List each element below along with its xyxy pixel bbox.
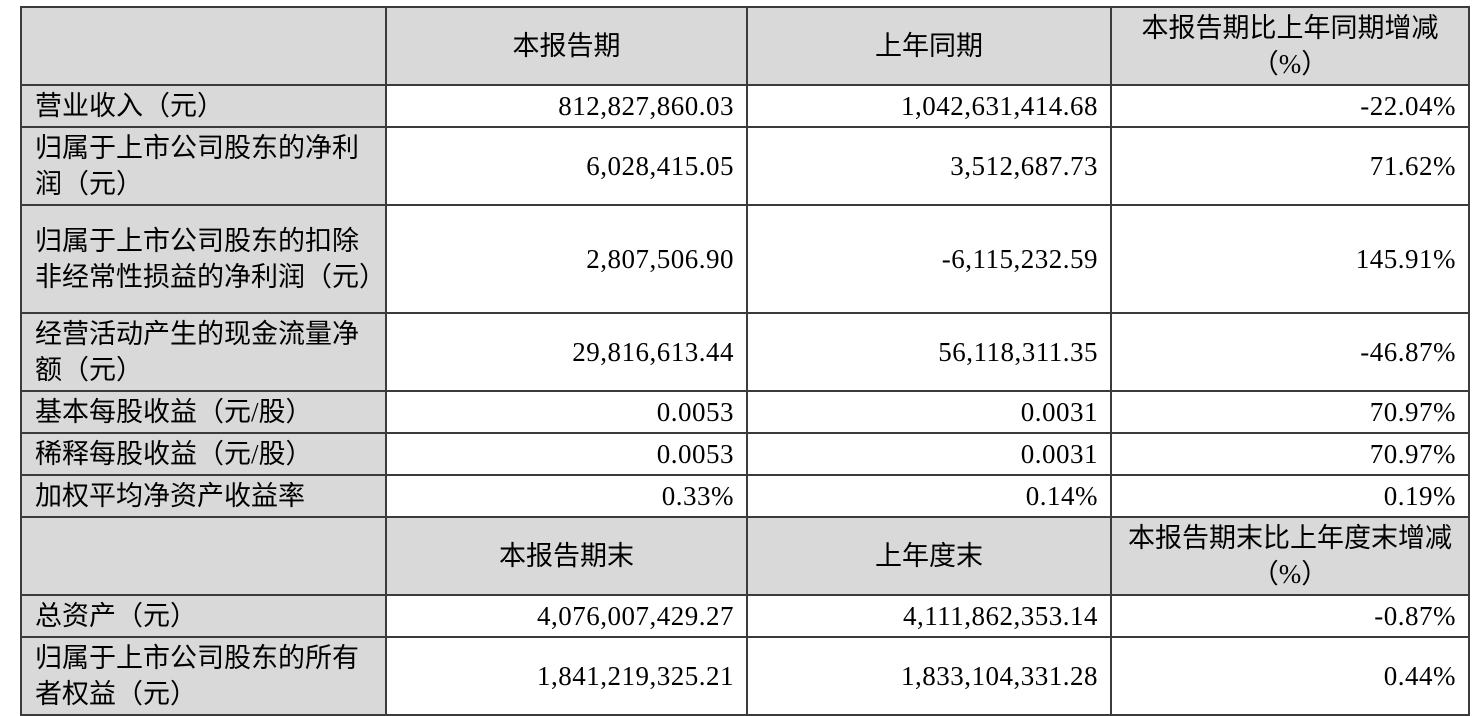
table-row-operating-cash-flow: 经营活动产生的现金流量净额（元） 29,816,613.44 56,118,31… [20, 312, 1470, 392]
value-prior-period: 0.0031 [746, 432, 1112, 476]
value-prior-period: 0.14% [746, 474, 1112, 518]
value-current-period: 29,816,613.44 [385, 312, 748, 392]
header-change-percent-line1: 本报告期比上年同期增减 [1141, 13, 1439, 43]
header-change-percent-end-line2: （%） [1251, 559, 1329, 589]
value-current-period: 0.0053 [385, 432, 748, 476]
value-current-period: 1,841,219,325.21 [385, 636, 748, 716]
header-prior-year-end: 上年度末 [746, 516, 1112, 596]
table-row-operating-revenue: 营业收入（元） 812,827,860.03 1,042,631,414.68 … [20, 84, 1470, 128]
value-current-period: 2,807,506.90 [385, 204, 748, 314]
value-current-period: 812,827,860.03 [385, 84, 748, 128]
table-row-basic-eps: 基本每股收益（元/股） 0.0053 0.0031 70.97% [20, 390, 1470, 434]
value-prior-period: 1,042,631,414.68 [746, 84, 1112, 128]
table-row-shareholders-equity: 归属于上市公司股东的所有者权益（元） 1,841,219,325.21 1,83… [20, 636, 1470, 716]
header-change-percent-line2: （%） [1251, 49, 1329, 79]
header-blank [20, 6, 387, 86]
header-change-percent: 本报告期比上年同期增减 （%） [1110, 6, 1470, 86]
value-prior-period: 3,512,687.73 [746, 126, 1112, 206]
value-change-percent: 70.97% [1110, 432, 1470, 476]
key-financials-table: 本报告期 上年同期 本报告期比上年同期增减 （%） 营业收入（元） 812,82… [20, 6, 1470, 716]
value-change-percent: 0.19% [1110, 474, 1470, 518]
value-prior-period: 0.0031 [746, 390, 1112, 434]
row-label: 加权平均净资产收益率 [20, 474, 387, 518]
header-current-period-end: 本报告期末 [385, 516, 748, 596]
value-prior-period: 56,118,311.35 [746, 312, 1112, 392]
table-header-row-period-end: 本报告期末 上年度末 本报告期末比上年度末增减 （%） [20, 516, 1470, 596]
value-change-percent: -46.87% [1110, 312, 1470, 392]
row-label: 总资产（元） [20, 594, 387, 638]
header-prior-period: 上年同期 [746, 6, 1112, 86]
value-current-period: 0.33% [385, 474, 748, 518]
header-current-period: 本报告期 [385, 6, 748, 86]
table-row-diluted-eps: 稀释每股收益（元/股） 0.0053 0.0031 70.97% [20, 432, 1470, 476]
value-current-period: 0.0053 [385, 390, 748, 434]
table-row-weighted-avg-roe: 加权平均净资产收益率 0.33% 0.14% 0.19% [20, 474, 1470, 518]
row-label: 归属于上市公司股东的扣除非经常性损益的净利润（元） [20, 204, 387, 314]
value-current-period: 4,076,007,429.27 [385, 594, 748, 638]
row-label: 营业收入（元） [20, 84, 387, 128]
row-label: 稀释每股收益（元/股） [20, 432, 387, 476]
value-prior-period: 4,111,862,353.14 [746, 594, 1112, 638]
value-change-percent: 0.44% [1110, 636, 1470, 716]
header-blank [20, 516, 387, 596]
value-change-percent: 145.91% [1110, 204, 1470, 314]
value-change-percent: -22.04% [1110, 84, 1470, 128]
table-row-net-profit: 归属于上市公司股东的净利润（元） 6,028,415.05 3,512,687.… [20, 126, 1470, 206]
value-prior-period: -6,115,232.59 [746, 204, 1112, 314]
header-change-percent-end: 本报告期末比上年度末增减 （%） [1110, 516, 1470, 596]
row-label: 经营活动产生的现金流量净额（元） [20, 312, 387, 392]
value-change-percent: 71.62% [1110, 126, 1470, 206]
financial-summary: 本报告期 上年同期 本报告期比上年同期增减 （%） 营业收入（元） 812,82… [20, 6, 1470, 716]
value-prior-period: 1,833,104,331.28 [746, 636, 1112, 716]
table-header-row-period: 本报告期 上年同期 本报告期比上年同期增减 （%） [20, 6, 1470, 86]
value-change-percent: 70.97% [1110, 390, 1470, 434]
value-change-percent: -0.87% [1110, 594, 1470, 638]
table-row-total-assets: 总资产（元） 4,076,007,429.27 4,111,862,353.14… [20, 594, 1470, 638]
table-row-net-profit-excl-nonrecurring: 归属于上市公司股东的扣除非经常性损益的净利润（元） 2,807,506.90 -… [20, 204, 1470, 314]
row-label: 基本每股收益（元/股） [20, 390, 387, 434]
row-label: 归属于上市公司股东的所有者权益（元） [20, 636, 387, 716]
header-change-percent-end-line1: 本报告期末比上年度末增减 [1128, 523, 1452, 553]
row-label: 归属于上市公司股东的净利润（元） [20, 126, 387, 206]
value-current-period: 6,028,415.05 [385, 126, 748, 206]
